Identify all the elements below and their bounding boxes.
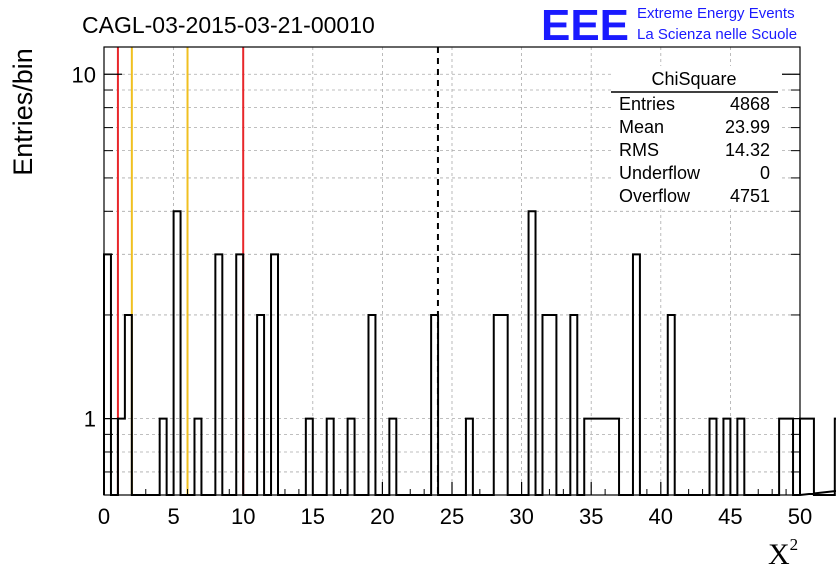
stats-row-label: Underflow <box>619 163 701 183</box>
stats-box-bg <box>611 66 781 208</box>
stats-box: ChiSquare Entries 4868 Mean 23.99 RMS 14.32 Un… <box>611 66 781 208</box>
eee-logo: EEE Extreme Energy Events La Scienza nel… <box>541 1 797 50</box>
histogram-bin <box>118 419 125 495</box>
chart-title: CAGL-03-2015-03-21-00010 <box>82 12 375 38</box>
histogram-bin <box>591 419 598 495</box>
stats-title: ChiSquare <box>651 69 736 89</box>
stats-row-value: 14.32 <box>725 140 770 160</box>
histogram-bin <box>306 419 313 495</box>
axes: 0 5 10 15 20 25 30 35 40 45 50 1 10 <box>72 62 813 529</box>
histogram-bin <box>570 315 577 495</box>
histogram-bin <box>723 419 730 495</box>
histogram-bin <box>800 419 807 495</box>
histogram-bin <box>584 419 591 495</box>
stats-row-value: 0 <box>760 163 770 183</box>
histogram-bin <box>786 419 793 495</box>
histogram-bin <box>598 419 605 495</box>
histogram-bin <box>549 315 556 495</box>
histogram-bin <box>529 211 536 495</box>
histogram-bin <box>807 419 814 495</box>
x-tick-label: 20 <box>370 504 394 529</box>
histogram-bin <box>633 254 640 495</box>
x-tick-label: 40 <box>649 504 673 529</box>
histogram-bin <box>368 315 375 495</box>
histogram-bin <box>737 419 744 495</box>
histogram-bin <box>104 254 111 495</box>
histogram-bin <box>466 419 473 495</box>
histogram-bin <box>494 315 501 495</box>
x-axis-label-superscript: 2 <box>790 535 799 554</box>
x-tick-label: 0 <box>98 504 110 529</box>
histogram-bin <box>501 315 508 495</box>
histogram-bin <box>389 419 396 495</box>
histogram-bin <box>431 315 438 495</box>
y-axis-label: Entries/bin <box>8 48 38 176</box>
histogram-bin <box>779 419 786 495</box>
histogram-bin <box>668 315 675 495</box>
stats-row-value: 4751 <box>730 186 770 206</box>
x-tick-label: 15 <box>301 504 325 529</box>
histogram-bin <box>327 419 334 495</box>
x-tick-label: 50 <box>788 504 812 529</box>
stats-row-label: Overflow <box>619 186 691 206</box>
histogram-bin <box>257 315 264 495</box>
stats-row-label: Entries <box>619 94 675 114</box>
x-tick-label: 35 <box>579 504 603 529</box>
histogram-bin <box>542 315 549 495</box>
grid-lines <box>104 47 800 495</box>
y-tick-label: 1 <box>84 407 96 432</box>
stats-row-label: RMS <box>619 140 659 160</box>
histogram-bin <box>215 254 222 495</box>
stats-row-value: 23.99 <box>725 117 770 137</box>
y-tick-label: 10 <box>72 62 96 87</box>
histogram-bin <box>236 254 243 495</box>
stats-row-value: 4868 <box>730 94 770 114</box>
stats-rows: Entries 4868 Mean 23.99 RMS 14.32 Underflow 0 Ov… <box>619 94 770 206</box>
eee-logo-mark: EEE <box>541 1 629 50</box>
stats-row-label: Mean <box>619 117 664 137</box>
histogram-bin <box>605 419 612 495</box>
histogram-bin <box>348 419 355 495</box>
eee-logo-line2: La Scienza nelle Scuole <box>637 26 797 43</box>
x-axis-label-base: X <box>768 538 790 571</box>
histogram-bin <box>710 419 717 495</box>
x-tick-label: 45 <box>718 504 742 529</box>
x-tick-label: 10 <box>231 504 255 529</box>
x-tick-label: 30 <box>509 504 533 529</box>
histogram-bin <box>160 419 167 495</box>
histogram-bin <box>174 211 181 495</box>
histogram-bin <box>271 254 278 495</box>
histogram-bin <box>125 315 132 495</box>
x-axis-label: X2 <box>768 535 798 571</box>
histogram-bin <box>194 419 201 495</box>
x-tick-label: 25 <box>440 504 464 529</box>
eee-logo-line1: Extreme Energy Events <box>637 5 795 22</box>
histogram-bin <box>612 419 619 495</box>
x-tick-label: 5 <box>167 504 179 529</box>
